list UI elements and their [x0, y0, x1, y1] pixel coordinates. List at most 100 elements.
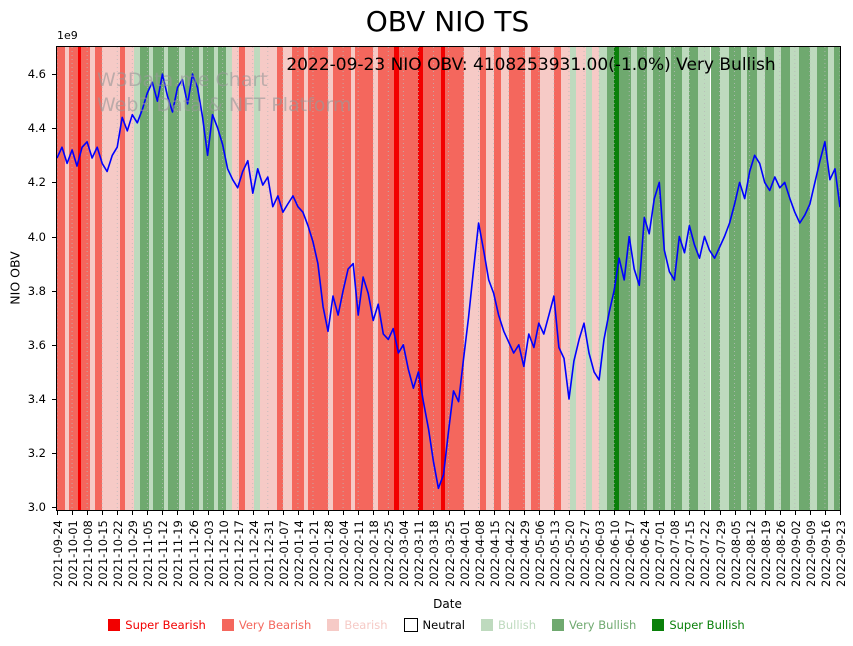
band-bullish: [198, 47, 204, 510]
x-tick-label: 2022-04-01: [457, 520, 472, 587]
x-tick-label: 2022-06-17: [623, 520, 638, 587]
y-tick-mark: [52, 236, 56, 238]
band-bearish: [260, 47, 277, 510]
band-bullish: [773, 47, 782, 510]
y-tick-mark: [52, 507, 56, 509]
x-tick-label: 2021-09-24: [51, 520, 65, 587]
band-bullish: [827, 47, 834, 510]
band-super-bearish: [440, 47, 446, 510]
x-tick-mark: [192, 511, 194, 515]
x-tick-mark: [644, 511, 646, 515]
y-tick-label: 3.2: [27, 446, 46, 461]
x-tick-label: 2022-07-08: [668, 520, 683, 587]
legend-label: Super Bullish: [669, 618, 745, 632]
x-tick-mark: [629, 511, 631, 515]
band-very-bearish: [291, 47, 304, 510]
x-tick-mark: [343, 511, 345, 515]
band-bullish: [599, 47, 607, 510]
x-tick-label: 2022-03-18: [427, 520, 442, 587]
band-very-bearish: [531, 47, 541, 510]
x-tick-label: 2022-07-29: [713, 520, 728, 587]
y-tick-label: 3.6: [27, 337, 46, 352]
band-bearish: [102, 47, 121, 510]
legend-swatch: [221, 619, 234, 631]
x-tick-label: 2022-05-27: [578, 520, 593, 587]
x-tick-label: 2021-11-26: [186, 520, 201, 587]
band-very-bearish: [81, 47, 91, 510]
legend-label: Very Bearish: [238, 618, 312, 632]
band-bullish: [570, 47, 577, 510]
band-very-bearish: [239, 47, 246, 510]
band-bullish: [225, 47, 232, 510]
x-tick-mark: [388, 511, 390, 515]
band-bearish: [561, 47, 571, 510]
band-very-bullish: [817, 47, 828, 510]
band-bullish: [647, 47, 654, 510]
x-tick-label: 2022-01-07: [276, 520, 291, 587]
obv-line-chart: [57, 47, 840, 510]
y-tick-label: 4.4: [27, 121, 46, 136]
band-very-bullish: [799, 47, 810, 510]
x-tick-label: 2022-02-18: [367, 520, 382, 587]
x-tick-label: 2021-10-29: [126, 520, 141, 587]
x-tick-mark: [403, 511, 405, 515]
x-tick-label: 2021-11-12: [156, 520, 171, 587]
x-tick-mark: [749, 511, 751, 515]
x-tick-label: 2022-09-02: [788, 520, 803, 587]
band-bearish: [373, 47, 378, 510]
x-tick-mark: [433, 511, 435, 515]
band-bullish: [630, 47, 637, 510]
band-bullish: [790, 47, 800, 510]
band-very-bearish: [377, 47, 395, 510]
x-tick-mark: [102, 511, 104, 515]
band-very-bullish: [636, 47, 648, 510]
band-very-bearish: [332, 47, 351, 510]
x-tick-label: 2022-08-19: [758, 520, 773, 587]
band-bearish: [328, 47, 333, 510]
x-tick-mark: [478, 511, 480, 515]
x-tick-mark: [207, 511, 209, 515]
x-tick-mark: [358, 511, 360, 515]
band-very-bullish: [606, 47, 615, 510]
x-tick-mark: [162, 511, 164, 515]
x-tick-label: 2022-06-24: [638, 520, 653, 587]
x-tick-mark: [809, 511, 811, 515]
x-tick-label: 2021-10-15: [96, 520, 111, 587]
x-tick-mark: [463, 511, 465, 515]
legend-swatch: [403, 618, 418, 632]
band-bullish: [163, 47, 169, 510]
x-tick-mark: [508, 511, 510, 515]
x-tick-label: 2022-09-23: [834, 520, 848, 587]
band-very-bearish: [480, 47, 487, 510]
obv-line: [57, 73, 840, 490]
band-very-bullish: [653, 47, 666, 510]
legend-item-super-bullish: Super Bullish: [652, 618, 745, 632]
band-bearish: [501, 47, 509, 510]
x-tick-mark: [373, 511, 375, 515]
band-bearish: [591, 47, 600, 510]
band-bullish: [254, 47, 261, 510]
band-super-bearish: [418, 47, 423, 510]
band-bullish: [178, 47, 185, 510]
band-bullish: [665, 47, 672, 510]
band-bearish: [540, 47, 554, 510]
band-bearish: [525, 47, 532, 510]
band-bullish: [681, 47, 690, 510]
y-tick-label: 3.0: [27, 500, 46, 515]
x-tick-mark: [704, 511, 706, 515]
x-tick-label: 2022-03-11: [412, 520, 427, 587]
legend-label: Very Bullish: [569, 618, 637, 632]
band-very-bullish: [139, 47, 149, 510]
legend-swatch: [552, 619, 565, 631]
x-tick-mark: [328, 511, 330, 515]
band-very-bullish: [184, 47, 199, 510]
y-tick-mark: [52, 344, 56, 346]
x-tick-label: 2022-09-16: [818, 520, 833, 587]
band-bearish: [486, 47, 494, 510]
x-tick-mark: [132, 511, 134, 515]
band-bullish: [133, 47, 140, 510]
band-bullish: [757, 47, 765, 510]
band-very-bullish: [728, 47, 741, 510]
y-tick-mark: [52, 74, 56, 76]
band-very-bullish: [671, 47, 682, 510]
